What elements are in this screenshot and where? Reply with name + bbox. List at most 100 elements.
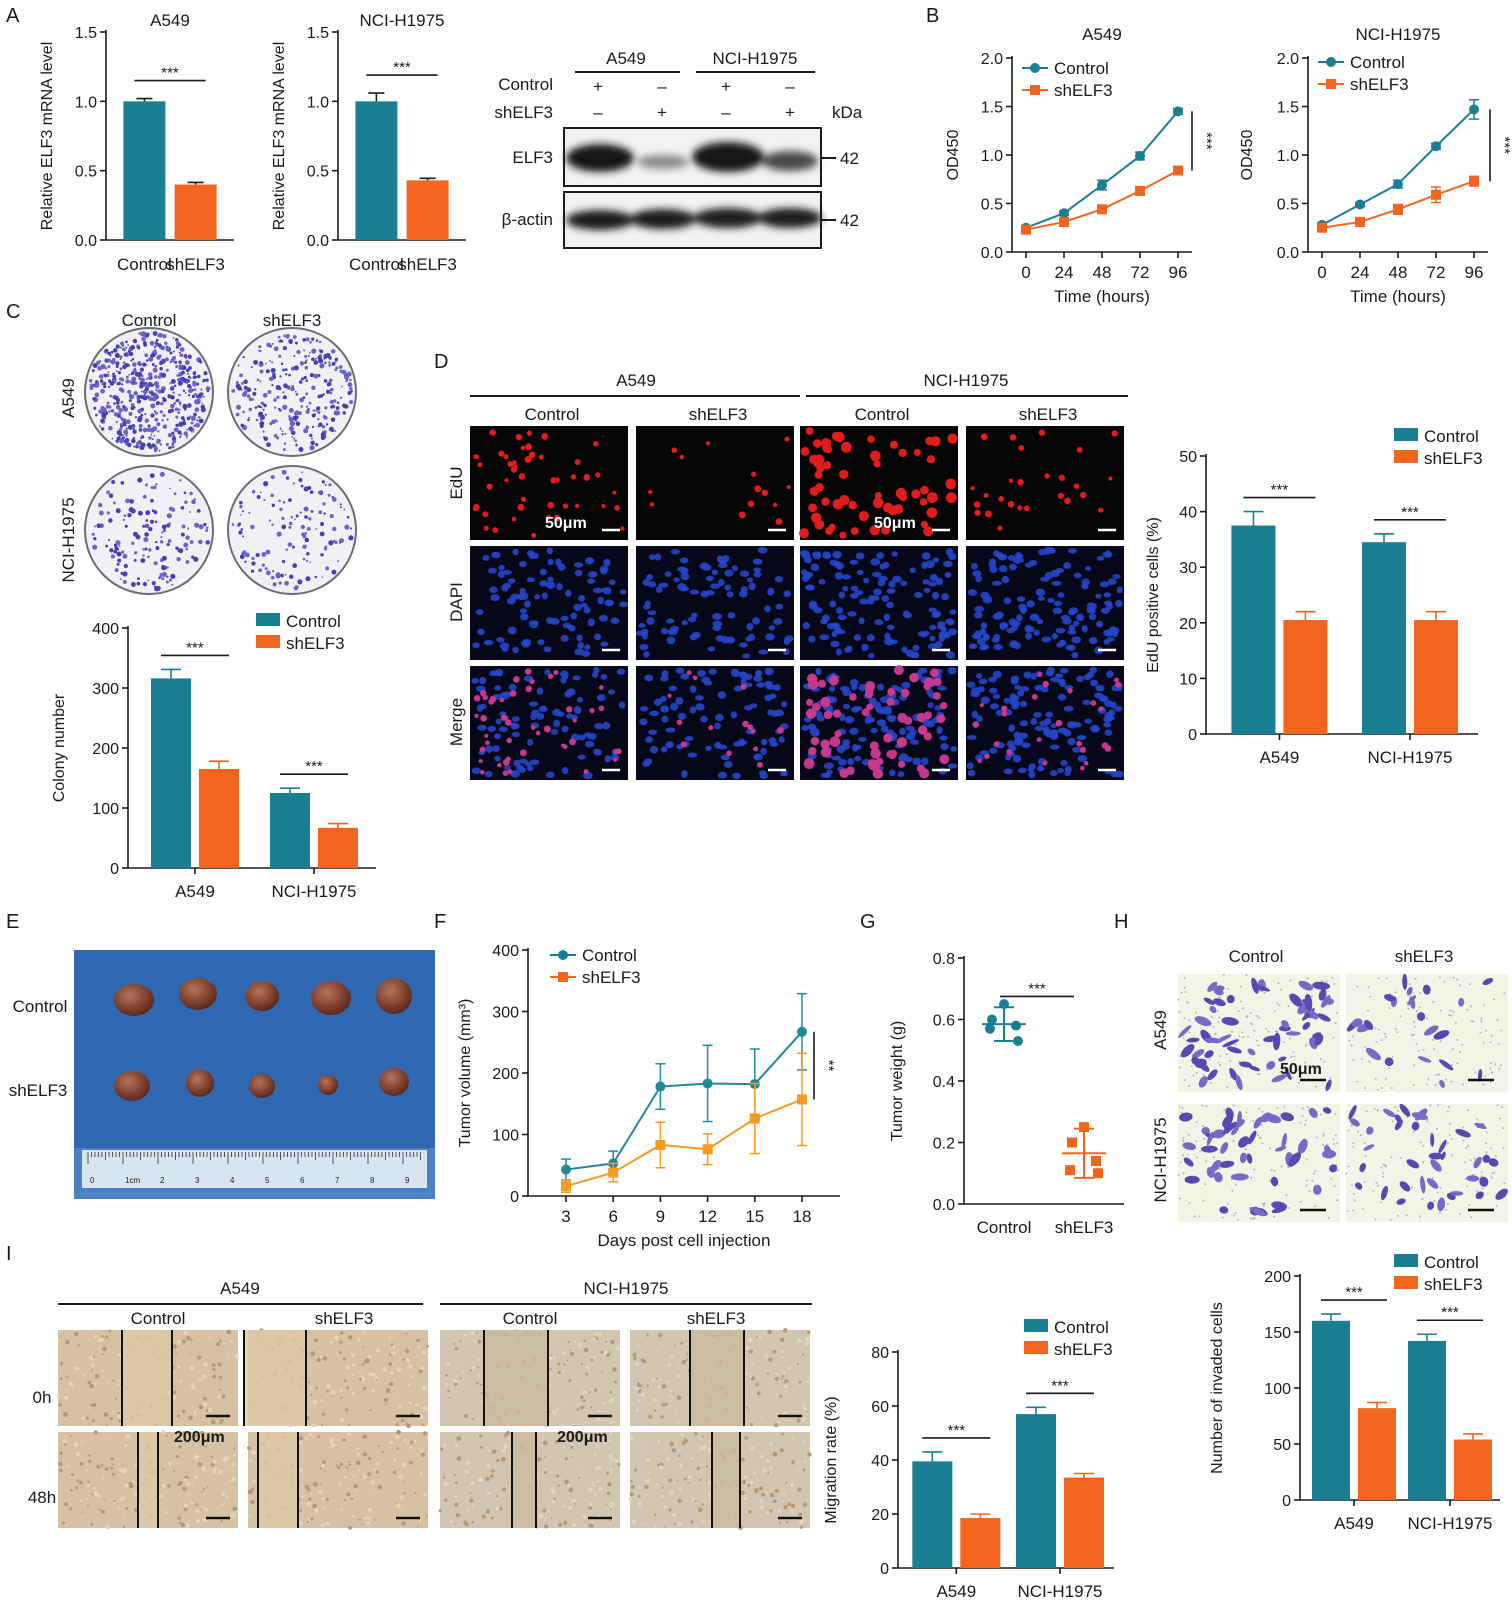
colony xyxy=(346,371,352,377)
colony xyxy=(110,409,115,413)
membrane-pore xyxy=(1450,1014,1453,1017)
nucleus xyxy=(717,578,725,587)
panel-label-d: D xyxy=(434,351,448,373)
cell-texture xyxy=(609,1398,614,1403)
cell-texture xyxy=(544,1455,547,1458)
colony xyxy=(241,392,247,397)
cell-texture xyxy=(421,1366,426,1371)
nucleus xyxy=(966,762,974,770)
membrane-pore xyxy=(1253,1168,1256,1171)
cell-texture xyxy=(364,1516,368,1520)
membrane-pore xyxy=(1390,1156,1393,1159)
colony xyxy=(329,391,333,395)
cell-texture xyxy=(376,1462,380,1466)
cell-texture xyxy=(105,1525,110,1530)
colony xyxy=(311,357,315,361)
cell-texture xyxy=(807,1380,810,1383)
cell-texture xyxy=(87,1480,90,1484)
membrane-pore xyxy=(1481,1187,1484,1190)
colony xyxy=(108,518,113,523)
cell-texture xyxy=(783,1381,786,1384)
colony xyxy=(259,380,262,383)
invaded-cell xyxy=(1204,1050,1214,1059)
invaded-cell xyxy=(1349,1118,1360,1127)
edu-cell xyxy=(983,493,989,498)
nucleus xyxy=(1054,673,1064,679)
colony xyxy=(349,527,353,530)
x-tick-label: 12 xyxy=(698,1207,717,1226)
cell-texture xyxy=(361,1362,365,1366)
cell-texture xyxy=(592,1484,595,1487)
nucleus xyxy=(1104,600,1113,606)
cell-texture xyxy=(637,1399,641,1403)
colony xyxy=(148,332,150,335)
edu-header-a549: A549 xyxy=(616,371,656,390)
cell-texture xyxy=(645,1333,649,1337)
colony xyxy=(317,358,324,364)
colony xyxy=(310,437,313,440)
membrane-pore xyxy=(1456,1038,1459,1041)
colony xyxy=(123,563,129,569)
cell-texture xyxy=(633,1356,637,1360)
colony xyxy=(308,517,312,521)
colony xyxy=(175,423,179,428)
membrane-pore xyxy=(1388,1067,1391,1070)
cell-texture xyxy=(704,1502,707,1506)
colony xyxy=(145,483,148,487)
cell-texture xyxy=(339,1462,344,1467)
colony xyxy=(251,490,256,494)
cell-texture xyxy=(110,1480,113,1483)
cell-texture xyxy=(801,1418,805,1423)
colony xyxy=(318,490,323,495)
colony xyxy=(172,350,175,353)
cell-texture xyxy=(744,1436,749,1440)
colony xyxy=(173,492,177,496)
invaded-cell xyxy=(1227,1046,1242,1054)
membrane-pore xyxy=(1485,1151,1488,1154)
membrane-pore xyxy=(1435,1127,1438,1130)
invaded-cell xyxy=(1402,973,1408,990)
colony xyxy=(331,497,337,502)
bar xyxy=(1231,525,1276,734)
series-line xyxy=(565,1098,803,1188)
membrane-pore xyxy=(1469,1159,1472,1162)
cell-texture xyxy=(102,1346,107,1352)
legend-label: shELF3 xyxy=(1054,81,1113,100)
membrane-pore xyxy=(1219,1064,1222,1067)
cell-texture xyxy=(588,1436,592,1440)
colony xyxy=(335,406,340,410)
nucleus xyxy=(595,749,602,756)
membrane-pore xyxy=(1336,1199,1339,1202)
membrane-pore xyxy=(1280,988,1283,991)
invaded-cell xyxy=(1351,1018,1363,1028)
edu-cell xyxy=(881,525,891,535)
nucleus xyxy=(823,762,834,770)
nucleus xyxy=(661,670,669,678)
membrane-pore xyxy=(1413,1064,1416,1067)
y-tick-label: 100 xyxy=(1264,1381,1291,1398)
blot-row-sh: shELF3 xyxy=(494,103,553,122)
colony xyxy=(117,430,122,436)
colony xyxy=(147,579,150,582)
edu-cell xyxy=(1023,505,1030,512)
colony xyxy=(305,425,310,430)
colony xyxy=(122,580,127,584)
colony xyxy=(310,440,315,445)
colony xyxy=(173,402,176,405)
tumor xyxy=(311,981,351,1015)
nucleus xyxy=(901,681,911,689)
legend-swatch xyxy=(1024,1319,1048,1332)
nucleus xyxy=(980,591,990,599)
edu-cell xyxy=(676,719,683,726)
nucleus xyxy=(1095,684,1105,692)
legend-label: shELF3 xyxy=(286,634,345,653)
colony xyxy=(106,511,110,515)
nucleus xyxy=(1008,724,1016,733)
membrane-pore xyxy=(1314,1205,1317,1208)
membrane-pore xyxy=(1272,1215,1275,1218)
cell-texture xyxy=(108,1438,111,1441)
nucleus xyxy=(1050,723,1058,729)
cell-texture xyxy=(501,1487,506,1492)
cell-texture xyxy=(330,1500,333,1503)
